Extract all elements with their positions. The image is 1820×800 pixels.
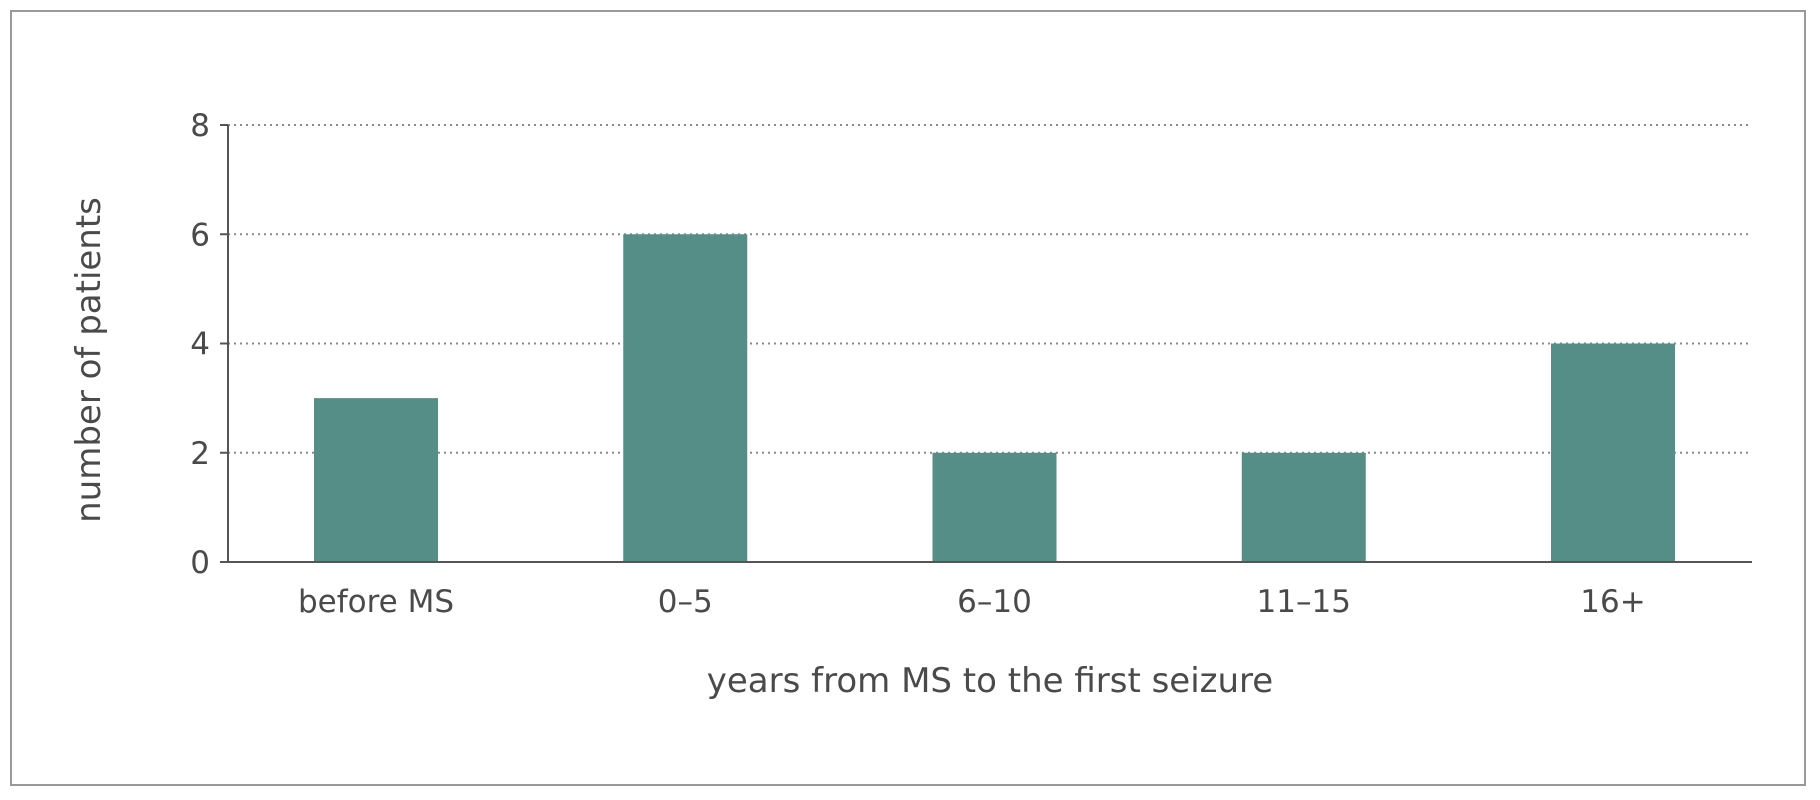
- figure-frame: [10, 10, 1806, 786]
- x-tick-label: 16+: [1580, 584, 1645, 620]
- x-tick-label: 6–10: [957, 584, 1032, 620]
- gridlines: [228, 124, 1752, 454]
- y-tick-label: 2: [190, 436, 210, 472]
- y-tick-label: 6: [190, 217, 210, 253]
- y-tick-label: 8: [190, 108, 210, 144]
- bar: [932, 452, 1057, 562]
- y-tick-labels: 0 2 4 6 8: [190, 108, 228, 581]
- bar: [314, 398, 438, 562]
- y-tick-label: 0: [190, 545, 210, 581]
- x-axis-title: years from MS to the first seizure: [707, 661, 1273, 701]
- x-tick-label: before MS: [298, 584, 454, 620]
- bar: [1241, 452, 1366, 562]
- bars: [314, 234, 1675, 562]
- x-tick-label: 11–15: [1257, 584, 1351, 620]
- bar: [1551, 343, 1675, 562]
- y-axis-title: number of patients: [69, 197, 109, 523]
- x-tick-label: 0–5: [658, 584, 713, 620]
- x-tick-labels: before MS 0–5 6–10 11–15 16+: [298, 584, 1646, 620]
- y-tick-label: 4: [190, 327, 210, 363]
- bar: [623, 234, 748, 562]
